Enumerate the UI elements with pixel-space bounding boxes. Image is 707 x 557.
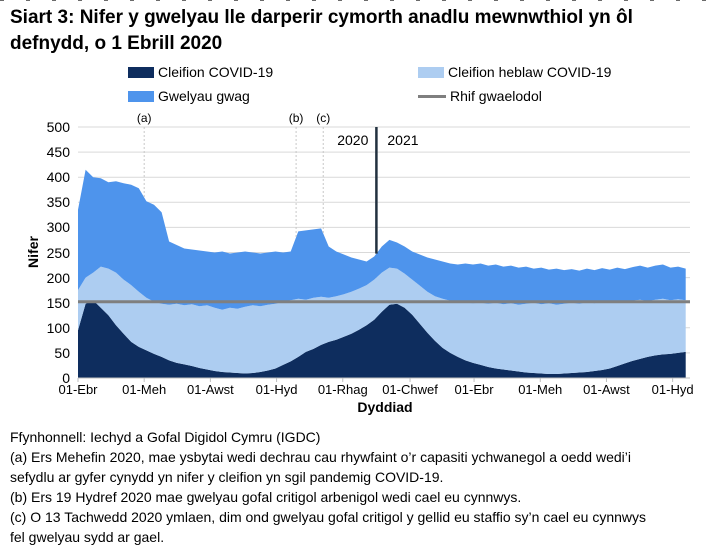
x-tick-label: 01-Ebr [454, 382, 494, 397]
annotation-label-a: (a) [136, 111, 152, 125]
y-tick-label: 300 [46, 219, 70, 236]
legend-label: Rhif gwaelodol [450, 88, 542, 104]
legend-swatch-gwelyau-gwag [128, 90, 154, 102]
footnote-c: (c) O 13 Tachwedd 2020 ymlaen, dim ond g… [10, 509, 647, 545]
year-label-2020: 2020 [337, 132, 369, 148]
y-axis-title: Nifer [25, 236, 41, 268]
y-tick-label: 200 [46, 269, 70, 286]
y-tick-label: 50 [54, 344, 70, 361]
x-tick-label: 01-Awst [583, 382, 630, 397]
x-tick-label: 01-Meh [518, 382, 563, 397]
footnotes: Ffynhonnell: Iechyd a Gofal Digidol Cymr… [10, 427, 658, 547]
legend-label: Cleifion COVID-19 [158, 64, 274, 80]
legend-swatch-rhif-gwaelodol [418, 94, 446, 98]
y-tick-label: 100 [46, 319, 70, 336]
footnote-a: (a) Ers Mehefin 2020, mae ysbytai wedi d… [10, 449, 631, 485]
x-tick-label: 01-Meh [122, 382, 167, 397]
y-tick-label: 350 [46, 194, 70, 211]
legend-swatch-cleifion-heblaw-covid [418, 66, 444, 78]
legend-item-gwelyau-gwag: Gwelyau gwag [128, 86, 250, 106]
series-area-cleifion-covid [78, 300, 686, 378]
x-tick-label: 01-Rhag [317, 382, 368, 397]
y-tick-label: 500 [46, 119, 70, 135]
source-note: Ffynhonnell: Iechyd a Gofal Digidol Cymr… [10, 429, 321, 445]
legend-swatch-cleifion-covid [128, 66, 154, 78]
x-tick-label: 01-Hyd [255, 382, 298, 397]
legend-label: Cleifion heblaw COVID-19 [448, 64, 612, 80]
x-tick-label: 01-Ebr [58, 382, 98, 397]
y-tick-label: 0 [62, 370, 70, 386]
y-tick-label: 450 [46, 144, 70, 161]
legend-item-cleifion-covid: Cleifion COVID-19 [128, 62, 273, 82]
y-tick-label: 250 [46, 244, 70, 261]
x-tick-label: 01-Awst [187, 382, 234, 397]
legend-label: Gwelyau gwag [158, 88, 250, 104]
y-tick-label: 400 [46, 169, 70, 186]
chart-title: Siart 3: Nifer y gwelyau lle darperir cy… [10, 7, 633, 54]
series-area-gwelyau-gwag [78, 169, 686, 310]
x-tick-label: 01-Hyd [651, 382, 694, 397]
annotation-label-b: (b) [288, 111, 304, 125]
series-area-cleifion-heblaw-covid [78, 266, 686, 374]
legend-item-rhif-gwaelodol: Rhif gwaelodol [418, 86, 542, 106]
dashed-border-top [0, 0, 707, 1]
annotation-label-c: (c) [316, 111, 331, 125]
legend-item-cleifion-heblaw-covid: Cleifion heblaw COVID-19 [418, 62, 611, 82]
footnote-b: (b) Ers 19 Hydref 2020 mae gwelyau gofal… [10, 489, 522, 505]
y-tick-label: 150 [46, 294, 70, 311]
x-tick-label: 01-Chwef [382, 382, 438, 397]
year-label-2021: 2021 [387, 132, 419, 148]
x-axis-title: Dyddiad [357, 399, 413, 415]
